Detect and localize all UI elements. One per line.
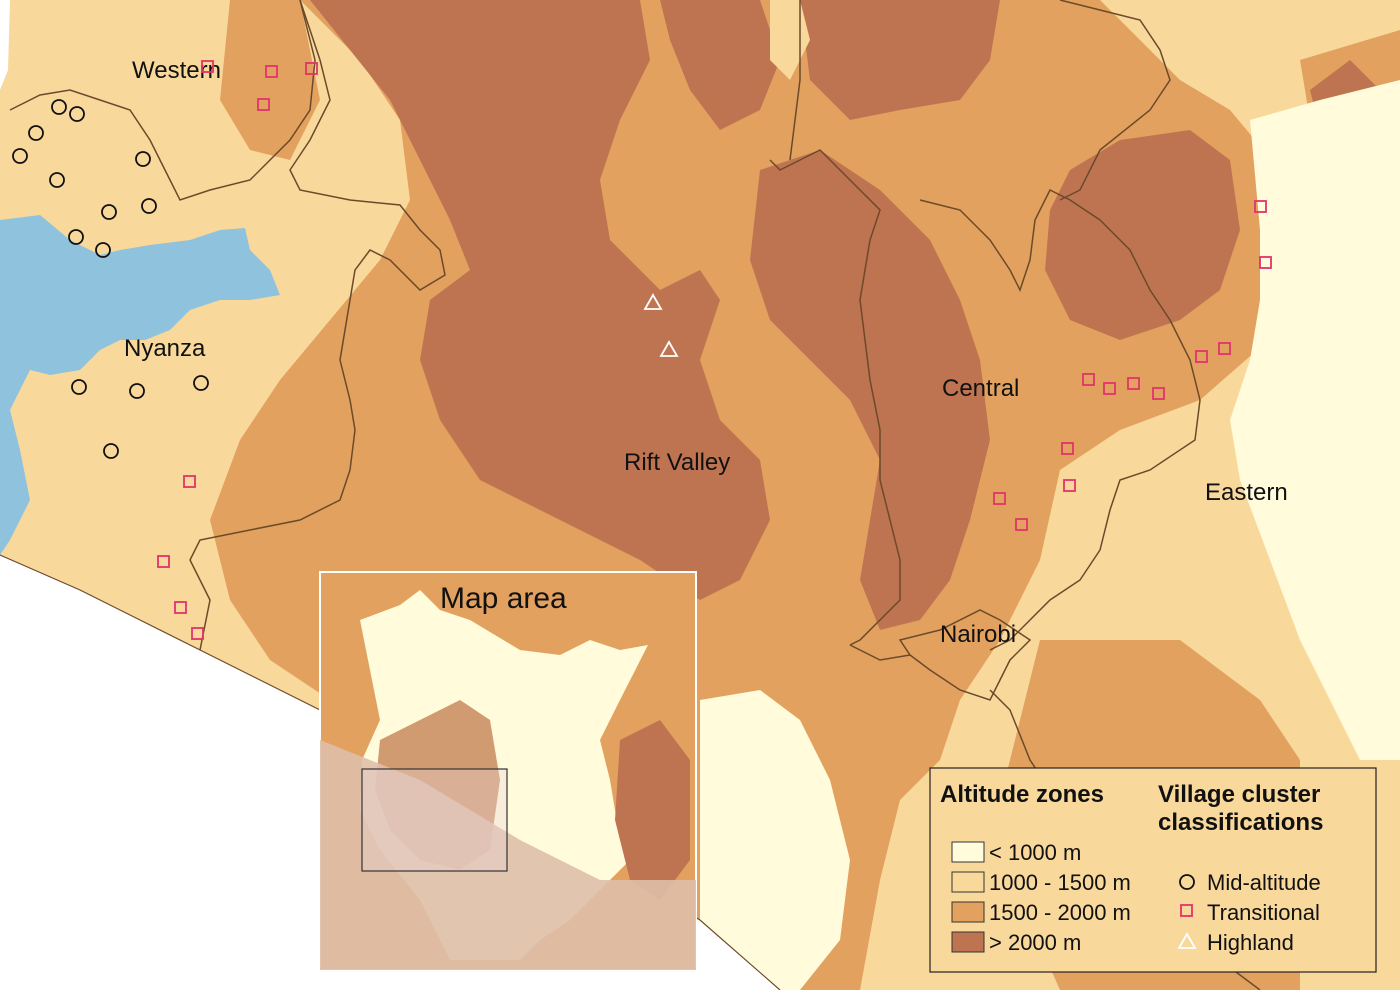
legend-swatch-1500-2000 [951,901,985,923]
transitional-villages [157,60,1272,640]
legend-square-icon [1180,904,1193,917]
province-borders [0,0,1261,990]
highland-villages [643,293,679,357]
village-marker-midaltitude [101,204,117,220]
village-marker-transitional [1127,377,1140,390]
village-marker-midaltitude [12,148,28,164]
border-eastern-north [1059,0,1171,201]
village-marker-transitional [1259,256,1272,269]
zone-gt2000-upper [800,0,1000,120]
village-marker-transitional [201,60,214,73]
village-marker-midaltitude [28,125,44,141]
zone-gt2000-rift [310,0,770,600]
village-marker-transitional [265,65,278,78]
village-marker-midaltitude [193,375,209,391]
legend: Altitude zones Village cluster classific… [929,767,1377,973]
village-marker-transitional [1063,479,1076,492]
border-rift-south [849,644,911,661]
midaltitude-villages [12,99,209,459]
village-marker-transitional [183,475,196,488]
village-marker-transitional [191,627,204,640]
zone-lt1000-south [700,690,850,990]
village-marker-transitional [157,555,170,568]
village-marker-transitional [305,62,318,75]
legend-label-gt2000: > 2000 m [989,930,1081,955]
village-marker-highland [643,293,663,310]
legend-label-highland: Highland [1207,930,1294,955]
zone-1500-2000-west [220,0,320,160]
legend-label-midaltitude: Mid-altitude [1207,870,1321,895]
zone-lt1000-east [1230,80,1400,760]
village-marker-midaltitude [68,229,84,245]
legend-swatch-1000-1500 [951,871,985,893]
village-marker-transitional [257,98,270,111]
village-marker-midaltitude [129,383,145,399]
label-nyanza: Nyanza [124,335,206,362]
outside-area-left [0,0,10,90]
border-rift-central [769,149,901,646]
border-rift-central-b [789,0,801,161]
label-central: Central [942,375,1019,402]
label-rift-valley: Rift Valley [624,449,730,476]
village-marker-transitional [1195,350,1208,363]
label-eastern: Eastern [1205,479,1288,506]
village-marker-transitional [1218,342,1231,355]
legend-label-lt1000: < 1000 m [989,840,1081,865]
inset-outside [320,740,696,970]
label-nairobi: Nairobi [940,621,1016,648]
village-marker-midaltitude [51,99,67,115]
zone-gt2000-north [660,0,780,130]
legend-altitude-title: Altitude zones [940,781,1104,808]
border-nairobi [898,609,1032,701]
legend-circle-icon [1179,874,1195,890]
region-labels: Western Nyanza Rift Valley Central Easte… [124,57,1288,648]
village-marker-transitional [993,492,1006,505]
inset-focus-box [361,768,508,872]
inset-map: Map area [319,571,697,971]
legend-village-title-line2: classifications [1158,809,1323,836]
legend-box [929,767,1377,973]
legend-village-title-line1: Village cluster [1158,781,1320,808]
village-marker-highland [659,340,679,357]
inset-east-lowland [615,720,690,900]
legend-label-1000-1500: 1000 - 1500 m [989,870,1131,895]
village-marker-transitional [174,601,187,614]
village-marker-midaltitude [49,172,65,188]
village-marker-midaltitude [135,151,151,167]
legend-label-transitional: Transitional [1207,900,1320,925]
village-marker-midaltitude [69,106,85,122]
village-marker-transitional [1061,442,1074,455]
border-central-eastern [919,188,1201,651]
village-marker-transitional [1152,387,1165,400]
inset-title: Map area [440,582,567,615]
village-marker-midaltitude [95,242,111,258]
border-western-rift [189,0,446,651]
village-marker-midaltitude [71,379,87,395]
lake-victoria [0,215,280,555]
legend-triangle-icon [1177,932,1197,949]
zone-gt2000-aberdares [750,150,990,630]
legend-swatch-lt1000 [951,841,985,863]
village-marker-transitional [1254,200,1267,213]
village-marker-transitional [1082,373,1095,386]
village-marker-transitional [1103,382,1116,395]
legend-swatch-gt2000 [951,931,985,953]
legend-label-1500-2000: 1500 - 2000 m [989,900,1131,925]
border-western-nyanza [9,0,316,201]
zone-gt2000-mtkenya [1045,130,1240,340]
village-marker-midaltitude [141,198,157,214]
village-marker-transitional [1015,518,1028,531]
village-marker-midaltitude [103,443,119,459]
